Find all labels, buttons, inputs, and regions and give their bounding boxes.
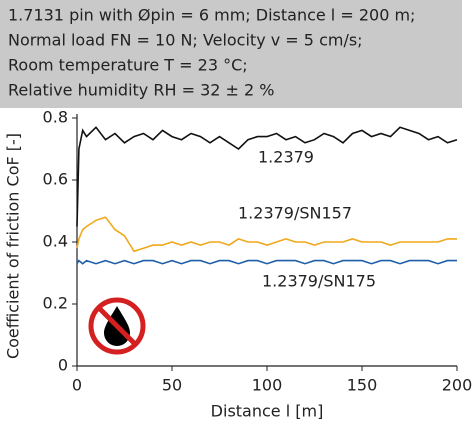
y-tick-label: 0.8: [43, 108, 68, 127]
no-oil-icon: [88, 297, 146, 355]
series-line: [76, 216, 457, 253]
y-tick-label: 0.6: [43, 170, 68, 189]
series-label: 1.2379: [258, 148, 314, 167]
x-tick-label: 150: [347, 376, 378, 395]
x-tick-label: 50: [162, 376, 182, 395]
header-line: Normal load FN = 10 N; Velocity v = 5 cm…: [8, 31, 363, 50]
series-label: 1.2379/SN157: [238, 204, 352, 223]
y-tick-label: 0.2: [43, 294, 68, 313]
x-tick-label: 0: [72, 376, 82, 395]
x-axis-label: Distance l [m]: [211, 402, 324, 421]
header-line: Relative humidity RH = 32 ± 2 %: [8, 81, 274, 100]
header-box: [0, 0, 462, 108]
series-label: 1.2379/SN175: [262, 272, 376, 291]
header-line: Room temperature T = 23 °C;: [8, 56, 248, 75]
y-tick-label: 0: [58, 356, 68, 375]
x-tick-label: 200: [442, 376, 473, 395]
y-axis-label: Coefficient of friction CoF [-]: [4, 133, 23, 359]
y-tick-label: 0.4: [43, 232, 68, 251]
header-line: 1.7131 pin with Øpin = 6 mm; Distance l …: [8, 6, 415, 25]
series-line: [76, 259, 457, 265]
series-line: [76, 126, 458, 227]
x-tick-label: 100: [252, 376, 283, 395]
